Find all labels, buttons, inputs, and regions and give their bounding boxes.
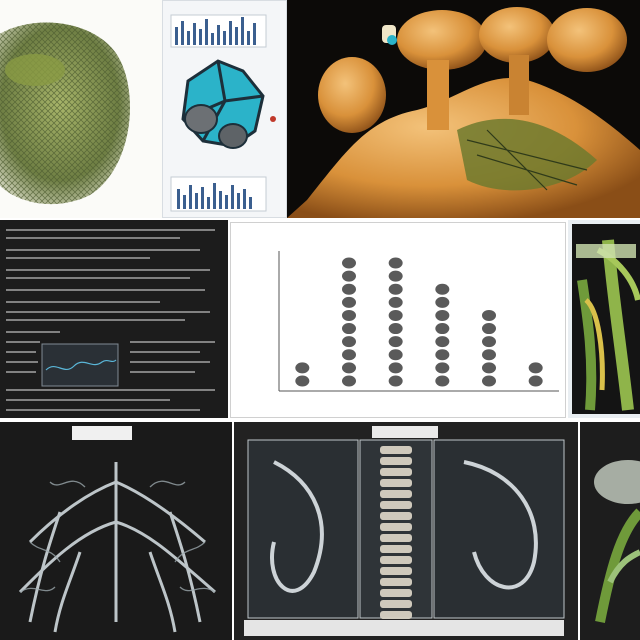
dot-chart bbox=[278, 251, 559, 392]
vertebra-shape bbox=[380, 534, 412, 542]
tile-textured-mesh-blob bbox=[0, 0, 162, 218]
dot-mark bbox=[342, 296, 356, 308]
tile-dot-chart bbox=[230, 222, 566, 418]
vertebra-shape bbox=[380, 567, 412, 575]
dot-mark bbox=[482, 309, 496, 321]
dot-mark bbox=[435, 323, 450, 335]
mesh-blob-illustration bbox=[0, 22, 130, 205]
dot-mark bbox=[435, 283, 450, 295]
xray-skeleton-illustration bbox=[244, 426, 565, 636]
vertebra-shape bbox=[380, 611, 412, 619]
dot-mark bbox=[388, 270, 403, 282]
dot-mark bbox=[342, 283, 356, 295]
tile-green-plant bbox=[568, 220, 640, 418]
dot-column-1 bbox=[295, 362, 310, 387]
dot-mark bbox=[388, 349, 403, 361]
vertebra-shape bbox=[380, 446, 412, 454]
dot-mark bbox=[435, 296, 450, 308]
dot-column-3 bbox=[388, 257, 403, 387]
dot-mark bbox=[342, 309, 356, 321]
dot-mark bbox=[435, 362, 450, 374]
tile-xray-skeleton bbox=[234, 422, 578, 640]
vertebra-shape bbox=[380, 490, 412, 498]
vertebra-shape bbox=[380, 578, 412, 586]
dot-mark bbox=[482, 362, 496, 374]
dot-column-5 bbox=[482, 309, 496, 387]
tile-leafy-sketch bbox=[580, 422, 640, 640]
dot-mark bbox=[388, 323, 403, 335]
dot-mark bbox=[388, 336, 403, 348]
dot-mark bbox=[435, 375, 450, 387]
dot-mark bbox=[388, 375, 403, 387]
dot-mark bbox=[388, 296, 403, 308]
dot-mark bbox=[342, 257, 356, 269]
xray-branching-illustration bbox=[18, 426, 216, 633]
dot-column-6 bbox=[528, 362, 543, 387]
dot-mark bbox=[342, 362, 356, 374]
dot-mark bbox=[342, 375, 356, 387]
dot-column-2 bbox=[342, 257, 356, 387]
dot-mark bbox=[482, 323, 496, 335]
orange-sculpture-illustration bbox=[287, 7, 640, 218]
dot-mark bbox=[435, 349, 450, 361]
dot-mark bbox=[388, 362, 403, 374]
vertebra-shape bbox=[380, 512, 412, 520]
dot-mark bbox=[482, 349, 496, 361]
leafy-sketch-illustration bbox=[594, 460, 640, 623]
dot-mark bbox=[388, 283, 403, 295]
vertebra-shape bbox=[380, 556, 412, 564]
tile-orange-sculpture bbox=[287, 0, 640, 218]
dot-mark bbox=[482, 336, 496, 348]
dot-mark bbox=[482, 375, 496, 387]
dot-mark bbox=[528, 375, 543, 387]
tile-xray-branching bbox=[0, 422, 232, 640]
dot-mark bbox=[528, 362, 543, 374]
tile-blue-cluster bbox=[162, 0, 287, 218]
dot-mark bbox=[342, 336, 356, 348]
green-plant-illustration bbox=[572, 224, 640, 414]
dot-mark bbox=[342, 349, 356, 361]
vertebra-shape bbox=[380, 600, 412, 608]
dark-document-illustration bbox=[6, 229, 215, 411]
vertebra-shape bbox=[380, 589, 412, 597]
dot-mark bbox=[342, 270, 356, 282]
dot-mark bbox=[388, 257, 403, 269]
vertebra-shape bbox=[380, 479, 412, 487]
dot-mark bbox=[342, 323, 356, 335]
dot-column-4 bbox=[435, 283, 450, 387]
vertebra-shape bbox=[380, 523, 412, 531]
dot-mark bbox=[388, 309, 403, 321]
dot-mark bbox=[295, 375, 310, 387]
vertebra-shape bbox=[380, 545, 412, 553]
vertebra-shape bbox=[380, 457, 412, 465]
vertebra-shape bbox=[380, 501, 412, 509]
blue-cluster-illustration bbox=[170, 14, 276, 212]
dot-mark bbox=[435, 309, 450, 321]
vertebra-shape bbox=[380, 468, 412, 476]
tile-dark-document bbox=[0, 220, 228, 418]
dot-mark bbox=[435, 336, 450, 348]
dot-mark bbox=[295, 362, 310, 374]
